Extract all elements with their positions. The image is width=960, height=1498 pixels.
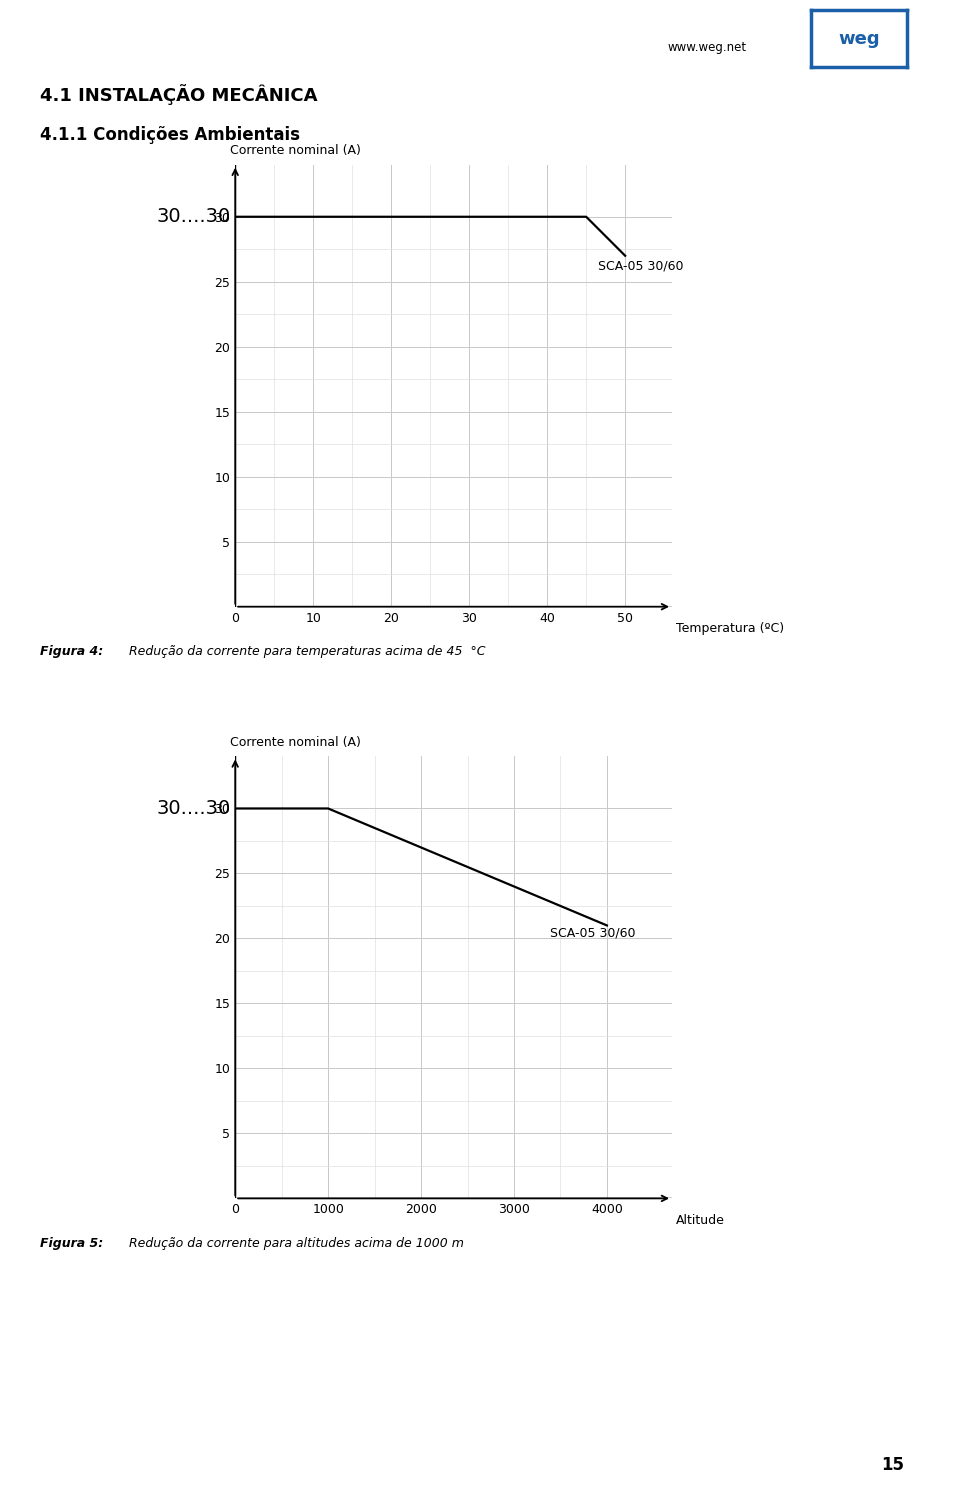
Text: 4.1 INSTALAÇÃO MECÂNICA: 4.1 INSTALAÇÃO MECÂNICA	[40, 84, 318, 105]
Text: Redução da corrente para temperaturas acima de 45  °C: Redução da corrente para temperaturas ac…	[125, 646, 486, 658]
Text: 30....30: 30....30	[156, 207, 230, 226]
Text: Altitude: Altitude	[677, 1213, 725, 1227]
Text: Figura 4:: Figura 4:	[40, 646, 104, 658]
Text: www.weg.net: www.weg.net	[667, 42, 746, 54]
Text: weg: weg	[838, 30, 880, 48]
Text: Corrente nominal (A): Corrente nominal (A)	[230, 144, 361, 157]
Text: Figura 5:: Figura 5:	[40, 1237, 104, 1249]
Text: 15: 15	[881, 1456, 904, 1474]
Text: 30....30: 30....30	[156, 798, 230, 818]
Text: Corrente nominal (A): Corrente nominal (A)	[230, 736, 361, 749]
Text: 4.1.1 Condições Ambientais: 4.1.1 Condições Ambientais	[40, 126, 300, 144]
Text: Temperatura (ºC): Temperatura (ºC)	[677, 622, 784, 635]
Text: Redução da corrente para altitudes acima de 1000 m: Redução da corrente para altitudes acima…	[125, 1237, 464, 1249]
Text: SCA-05 30/60: SCA-05 30/60	[598, 261, 684, 273]
Text: SCA-05 30/60: SCA-05 30/60	[550, 927, 636, 939]
